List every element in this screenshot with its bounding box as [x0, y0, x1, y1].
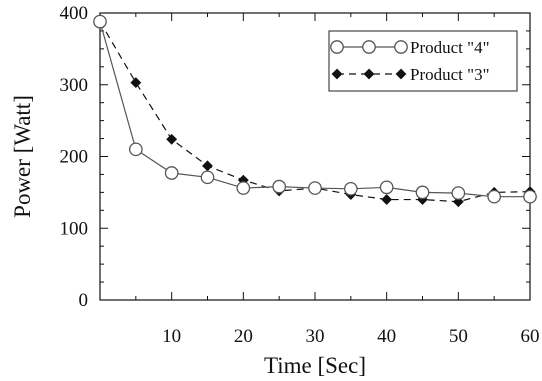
data-point	[236, 181, 251, 195]
y-axis-title: Power [Watt]	[10, 95, 35, 218]
legend-label: Product "3"	[410, 65, 490, 84]
legend-marker	[330, 40, 344, 54]
y-tick-label: 100	[60, 218, 89, 239]
data-point	[523, 189, 537, 204]
legend-marker	[394, 40, 408, 54]
x-tick-label: 20	[234, 326, 253, 347]
legend-marker	[395, 68, 407, 80]
legend-marker	[362, 40, 376, 54]
legend-marker	[363, 68, 375, 80]
axes: 10 20 30 40 50 60 0 100 200 300 400	[60, 3, 540, 347]
data-point	[166, 133, 178, 145]
legend-box	[328, 30, 518, 92]
data-point	[308, 181, 322, 195]
data-point	[381, 194, 393, 205]
data-point	[487, 189, 502, 204]
data-point	[202, 160, 213, 172]
data-point	[130, 77, 142, 89]
data-point	[415, 185, 430, 200]
data-point	[200, 170, 215, 185]
x-tick-label: 60	[521, 326, 540, 347]
x-tick-label: 50	[449, 326, 468, 347]
data-point	[379, 180, 394, 195]
y-tick-label: 300	[60, 75, 89, 96]
x-tick-label: 10	[162, 326, 181, 347]
x-axis-title: Time [Sec]	[264, 353, 366, 378]
data-point	[93, 14, 107, 29]
legend-marker	[331, 68, 343, 80]
series-0	[93, 14, 537, 204]
x-tick-label: 30	[306, 326, 325, 347]
data-point	[451, 186, 466, 200]
series-layer	[93, 14, 537, 208]
data-point	[128, 142, 143, 157]
data-point	[272, 179, 287, 194]
data-point	[343, 181, 358, 196]
y-tick-label: 200	[60, 147, 89, 168]
y-tick-label: 0	[79, 290, 89, 311]
y-tick-label: 400	[60, 3, 89, 24]
legend-label: Product "4"	[410, 38, 490, 57]
x-tick-label: 40	[377, 326, 396, 347]
data-point	[164, 166, 179, 180]
legend: Product "4" Product "3"	[328, 30, 518, 92]
